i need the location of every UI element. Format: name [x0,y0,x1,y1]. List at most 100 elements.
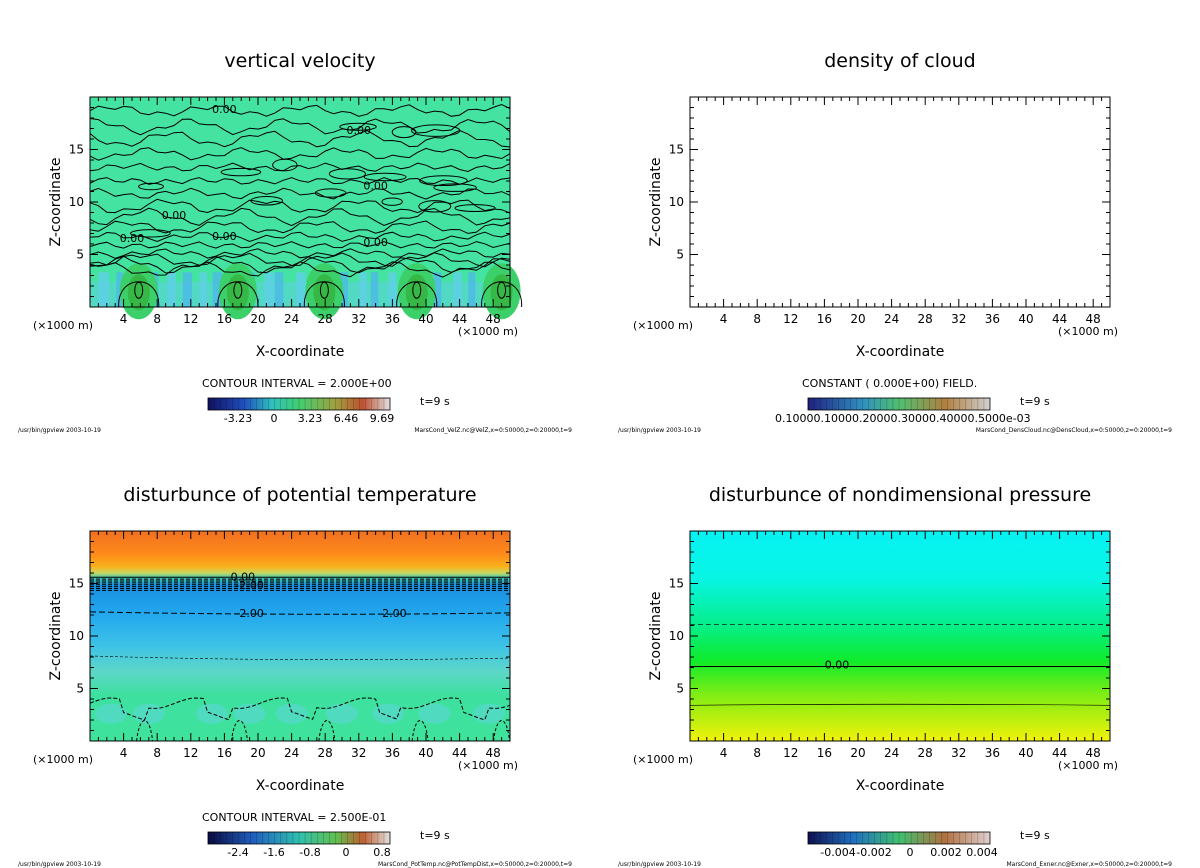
panel-1-contour-line [89,252,511,268]
panel-2-footer-source: MarsCond_DensCloud.nc@DensCloud,x=0:5000… [976,427,1172,434]
panel-3-xtick-label: 48 [486,746,501,760]
panel-3-colorbar-label: -1.6 [263,846,284,859]
panel-3-thermal [132,703,165,724]
panel-4-xtick-label: 24 [884,746,899,760]
panel-4-colorbar-label: 0.004 [966,846,998,859]
panel-1-cell-core-contour [497,281,507,299]
panel-3-thermal [275,703,308,724]
panel-1-xunit-right: (×1000 m) [458,325,518,338]
panel-3-contour-label: 0.00 [231,570,256,583]
panel-1-cell-core-contour [319,281,329,299]
panel-1-colorbar-label: 9.69 [370,412,395,425]
panel-1-xtick-label: 20 [250,312,265,326]
panel-4-xtick-label: 4 [720,746,728,760]
panel-1-xtick-label: 48 [486,312,501,326]
panel-4-colorbar-label: 0.002 [930,846,962,859]
panel-1-downdraft [453,272,462,307]
panel-1-updraft-core [226,274,249,311]
panel-4-xtick-label: 32 [951,746,966,760]
panel-3-thermal-contour [231,720,249,742]
panel-4-ytick-label: 5 [676,682,684,696]
panel-3-thermal [418,703,451,724]
panel-1-contour-line [89,118,511,136]
panel-1-contour-label: 0.00 [212,103,237,116]
panel-2-xtick-label: 28 [918,312,933,326]
panel-1-contour-loop [419,175,468,187]
panel-3-colorbar-label: 0.8 [373,846,391,859]
panel-1-contour-loop [433,183,477,192]
panel-1-contour-line [89,177,511,185]
panel-3-thermal-contour [136,720,154,742]
panel-3-thermal-contour [493,720,511,742]
panel-1-xtick-label: 12 [183,312,198,326]
panel-4-xtick-label: 44 [1052,746,1067,760]
panel-1-xtick-label: 28 [318,312,333,326]
panel-1-downdraft [274,272,284,307]
panel-1-xtick-label: 4 [120,312,128,326]
panel-1-updraft-core [405,274,428,311]
panel-3-xtick-label: 32 [351,746,366,760]
panel-4-contours: 0.00 [689,624,1111,706]
panel-1-downdraft [388,272,397,307]
panel-3-xtick-label: 24 [284,746,299,760]
panel-1-field [90,97,521,320]
panel-3-xtick-label: 40 [418,746,433,760]
panel-1-contour-loop [418,200,452,213]
panel-4-xunit-left: (×1000 m) [633,753,693,766]
panel-4-ytick-label: 10 [669,629,684,643]
panel-2-xtick-label: 4 [720,312,728,326]
panel-1-contour-loop [454,204,496,213]
panel-3-footer-source: MarsCond_PotTemp.nc@PotTempDist,x=0:5000… [378,861,572,868]
panel-1-contour-loop [130,229,171,238]
panel-4-ytick-label: 15 [669,577,684,591]
panel-1-downdraft [296,272,306,307]
panel-2-ytick-label: 5 [676,248,684,262]
panel-3-contour-line [89,697,511,721]
panel-4-field [690,531,1110,741]
panel-3-contour-label: -2.00 [235,579,263,592]
panel-2-xunit-left: (×1000 m) [633,319,693,332]
panel-4-title: disturbunce of nondimensional pressure [709,484,1091,506]
panel-3-thermal [95,703,127,724]
panel-1-colorbar-label: 6.46 [334,412,359,425]
panel-3-colorbar-label: 0 [343,846,350,859]
panel-3-thermal-contour [411,720,429,742]
panel-4-colorbar-label: -0.002 [856,846,891,859]
panel-2-xtick-label: 24 [884,312,899,326]
panel-3-xtick-label: 8 [153,746,161,760]
panel-1-downdraft [182,272,192,307]
panel-3-contour-line [89,655,511,661]
panel-2-ylabel: Z-coordinate [648,157,664,246]
panel-4-xtick-label: 20 [850,746,865,760]
panel-1-downdraft [167,272,177,307]
panel-2-xtick-label: 32 [951,312,966,326]
panel-1-contour-label: 0.00 [363,236,388,249]
panel-3-ytick-label: 15 [69,577,84,591]
panel-3-field [90,531,510,741]
panel-4-footer-left: /usr/bin/gpview 2003-10-19 [618,861,701,868]
panel-2-xtick-label: 8 [753,312,761,326]
panel-3-thermal [195,703,228,724]
panel-1-contour-line [89,103,511,117]
panel-1-downdraft [359,272,368,307]
panel-1-updraft-core [127,274,150,311]
panel-1-contour-loop [220,167,262,177]
panel-4-xtick-label: 8 [753,746,761,760]
panel-4-xtick-label: 12 [783,746,798,760]
panel-1-ytick-label: 10 [69,195,84,209]
panel-1-downdraft [340,272,348,307]
panel-1-contour-loop [314,188,347,198]
panel-1-colorbar-label: 0 [271,412,278,425]
panel-2-ytick-label: 10 [669,195,684,209]
panel-3-contour-label: -2.00 [235,607,263,620]
panel-1-updraft-core [313,274,336,311]
panel-1-contour-info: CONTOUR INTERVAL = 2.000E+00 [202,377,392,390]
panel-1-xtick-label: 8 [153,312,161,326]
panel-3-contour-label: -2.00 [378,607,406,620]
panel-4-ylabel: Z-coordinate [648,591,664,680]
panel-3-contour-info: CONTOUR INTERVAL = 2.500E-01 [202,811,386,824]
panel-3-xlabel: X-coordinate [256,778,345,794]
panel-1-contour-loop [138,182,164,191]
